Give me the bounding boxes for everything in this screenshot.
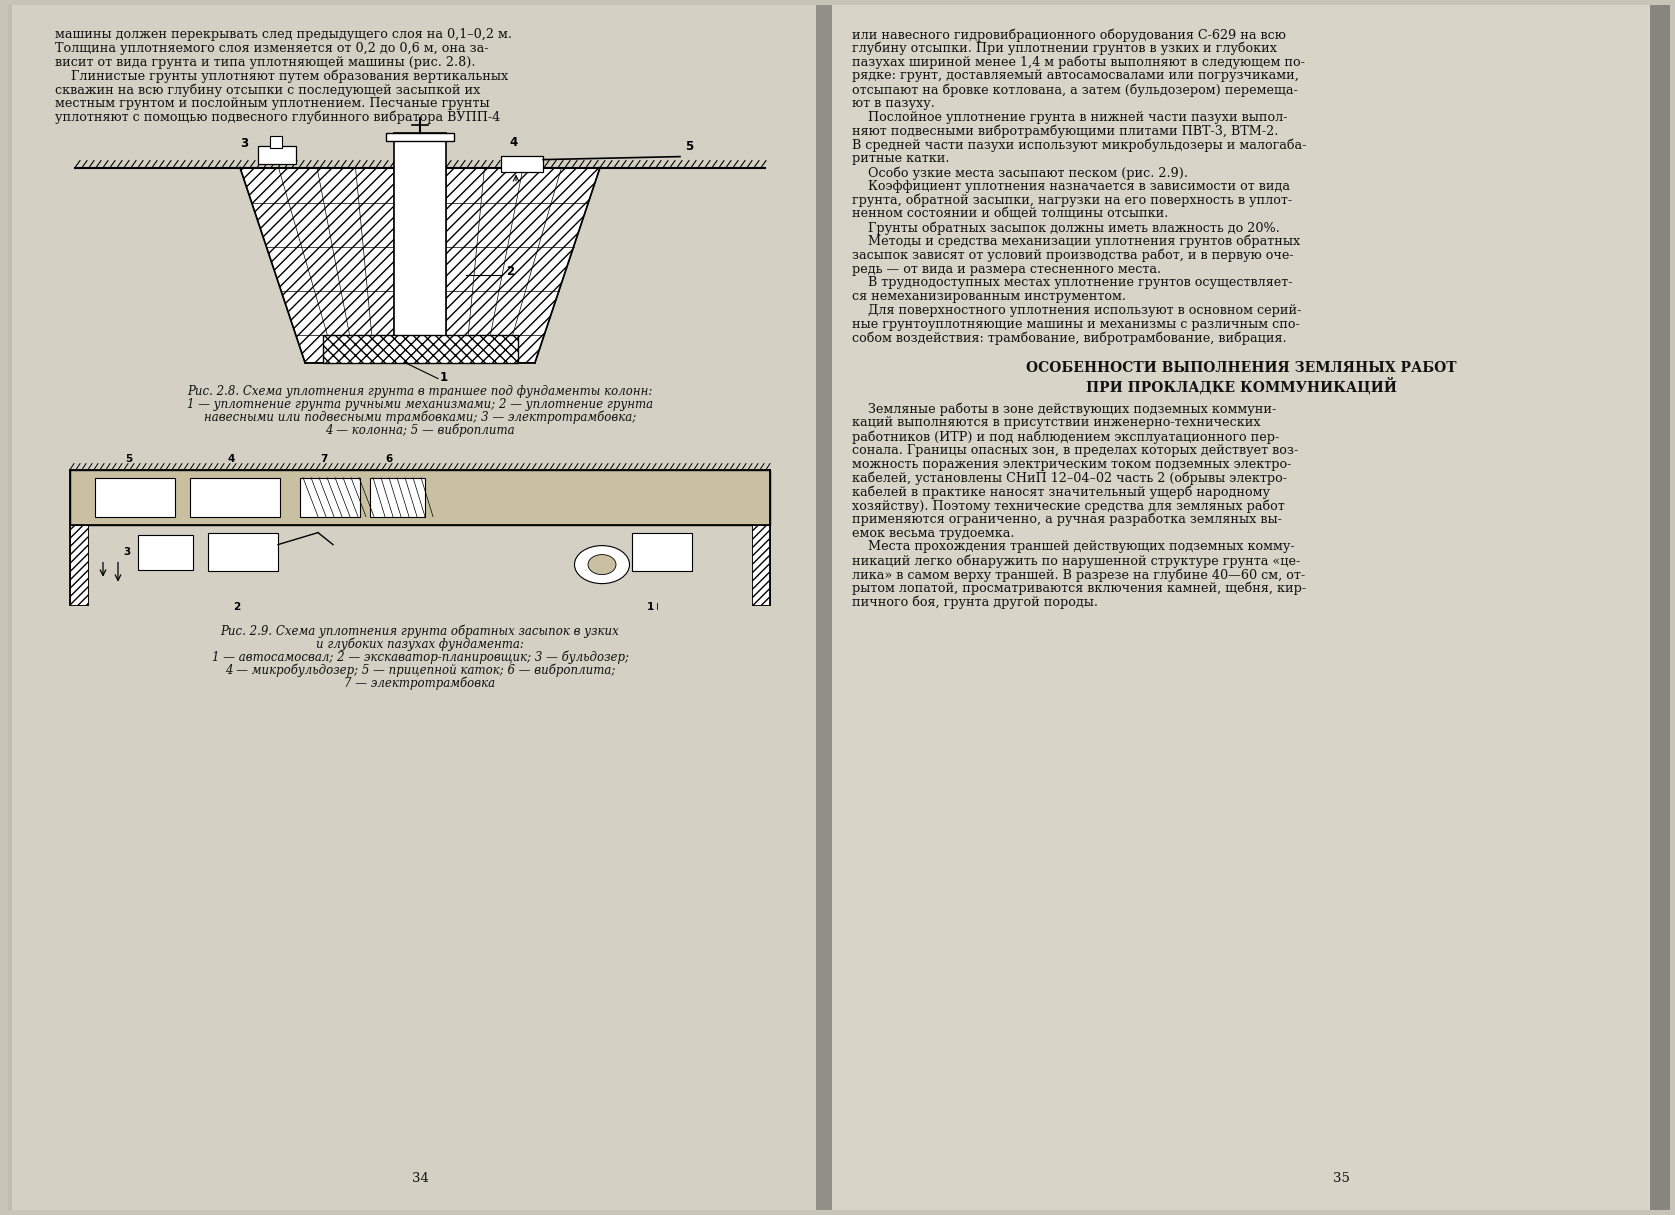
Text: 3: 3 [240,137,248,151]
Text: редь — от вида и размера стесненного места.: редь — от вида и размера стесненного мес… [853,262,1161,276]
Bar [300,477,360,516]
Text: лика» в самом верху траншей. В разрезе на глубине 40—60 см, от-: лика» в самом верху траншей. В разрезе н… [853,567,1305,582]
Text: 3: 3 [122,547,131,556]
Bar [1650,5,1670,1210]
Text: ненном состоянии и общей толщины отсыпки.: ненном состоянии и общей толщины отсыпки… [853,208,1169,220]
Bar [323,334,518,362]
Text: 1 — уплотнение грунта ручными механизмами; 2 — уплотнение грунта: 1 — уплотнение грунта ручными механизмам… [188,397,653,411]
Text: 1 — автосамосвал; 2 — экскаватор-планировщик; 3 — бульдозер;: 1 — автосамосвал; 2 — экскаватор-планиро… [211,650,628,665]
Bar [370,477,425,516]
Text: 4: 4 [228,453,235,464]
Text: уплотняют с помощью подвесного глубинного вибратора ВУПП-4: уплотняют с помощью подвесного глубинног… [55,111,501,124]
Text: 4 — микробульдозер; 5 — прицепной каток; 6 — виброплита;: 4 — микробульдозер; 5 — прицепной каток;… [224,663,615,677]
Text: 2: 2 [506,265,514,278]
Text: 4 — колонна; 5 — виброплита: 4 — колонна; 5 — виброплита [325,424,514,437]
Bar [8,5,816,1210]
Text: Для поверхностного уплотнения используют в основном серий-: Для поверхностного уплотнения используют… [853,304,1301,317]
Text: машины должен перекрывать след предыдущего слоя на 0,1–0,2 м.: машины должен перекрывать след предыдуще… [55,28,513,41]
Text: Глинистые грунты уплотняют путем образования вертикальных: Глинистые грунты уплотняют путем образов… [55,69,508,83]
Text: пазухах шириной менее 1,4 м работы выполняют в следующем по-: пазухах шириной менее 1,4 м работы выпол… [853,56,1305,69]
Text: 6: 6 [385,453,392,464]
Bar [189,477,280,516]
Bar [752,525,771,605]
Text: 5: 5 [126,453,132,464]
Text: Послойное уплотнение грунта в нижней части пазухи выпол-: Послойное уплотнение грунта в нижней час… [853,111,1288,124]
Text: глубину отсыпки. При уплотнении грунтов в узких и глубоких: глубину отсыпки. При уплотнении грунтов … [853,41,1276,56]
Ellipse shape [588,554,616,575]
Bar [208,532,278,571]
PathPatch shape [323,334,518,362]
Bar [501,156,543,171]
Text: кабелей, установлены СНиП 12–04–02 часть 2 (обрывы электро-: кабелей, установлены СНиП 12–04–02 часть… [853,471,1286,485]
Text: хозяйству). Поэтому технические средства для земляных работ: хозяйству). Поэтому технические средства… [853,499,1285,513]
Text: ОСОБЕННОСТИ ВЫПОЛНЕНИЯ ЗЕМЛЯНЫХ РАБОТ: ОСОБЕННОСТИ ВЫПОЛНЕНИЯ ЗЕМЛЯНЫХ РАБОТ [1025,361,1456,375]
Text: емок весьма трудоемка.: емок весьма трудоемка. [853,526,1015,539]
Text: 34: 34 [412,1172,429,1185]
Bar [258,146,296,164]
Text: Грунты обратных засыпок должны иметь влажность до 20%.: Грунты обратных засыпок должны иметь вла… [853,221,1280,234]
Text: ся немеханизированным инструментом.: ся немеханизированным инструментом. [853,290,1126,304]
Bar [12,5,816,1210]
Ellipse shape [575,546,630,583]
Text: 1: 1 [441,371,449,384]
Bar [95,477,174,516]
Text: грунта, обратной засыпки, нагрузки на его поверхность в уплот-: грунта, обратной засыпки, нагрузки на ег… [853,193,1291,207]
Text: Рис. 2.8. Схема уплотнения грунта в траншее под фундаменты колонн:: Рис. 2.8. Схема уплотнения грунта в тран… [188,385,653,397]
Bar [827,5,1658,1210]
Text: засыпок зависят от условий производства работ, и в первую оче-: засыпок зависят от условий производства … [853,249,1293,262]
Text: 7 — электротрамбовка: 7 — электротрамбовка [345,677,496,690]
Text: пичного боя, грунта другой породы.: пичного боя, грунта другой породы. [853,595,1099,609]
Text: рядке: грунт, доставляемый автосамосвалами или погрузчиками,: рядке: грунт, доставляемый автосамосвала… [853,69,1298,83]
Text: 1: 1 [647,601,655,611]
Text: собом воздействия: трамбование, вибротрамбование, вибрация.: собом воздействия: трамбование, вибротра… [853,332,1286,345]
Text: Земляные работы в зоне действующих подземных коммуни-: Земляные работы в зоне действующих подзе… [853,402,1276,416]
Text: навесными или подвесными трамбовками; 3 — электротрамбовка;: навесными или подвесными трамбовками; 3 … [204,411,636,424]
Text: Рис. 2.9. Схема уплотнения грунта обратных засыпок в узких: Рис. 2.9. Схема уплотнения грунта обратн… [221,625,620,638]
Bar [832,5,1657,1210]
PathPatch shape [446,168,600,362]
Bar [631,532,692,571]
Text: 4: 4 [509,136,518,148]
Text: каций выполняются в присутствии инженерно-технических: каций выполняются в присутствии инженерн… [853,417,1261,429]
Bar [70,525,89,605]
Text: Толщина уплотняемого слоя изменяется от 0,2 до 0,6 м, она за-: Толщина уплотняемого слоя изменяется от … [55,41,489,55]
Text: ПРИ ПРОКЛАДКЕ КОММУНИКАЦИЙ: ПРИ ПРОКЛАДКЕ КОММУНИКАЦИЙ [1085,377,1397,395]
Bar [394,132,446,362]
Text: кабелей в практике наносят значительный ущерб народному: кабелей в практике наносят значительный … [853,485,1270,498]
Text: местным грунтом и послойным уплотнением. Песчаные грунты: местным грунтом и послойным уплотнением.… [55,97,489,111]
Text: 7: 7 [320,453,327,464]
Text: Методы и средства механизации уплотнения грунтов обратных: Методы и средства механизации уплотнения… [853,234,1300,249]
Text: В труднодоступных местах уплотнение грунтов осуществляет-: В труднодоступных местах уплотнение грун… [853,276,1293,289]
Text: висит от вида грунта и типа уплотняющей машины (рис. 2.8).: висит от вида грунта и типа уплотняющей … [55,56,476,68]
Text: Места прохождения траншей действующих подземных комму-: Места прохождения траншей действующих по… [853,541,1295,553]
Text: скважин на всю глубину отсыпки с последующей засыпкой их: скважин на всю глубину отсыпки с последу… [55,83,481,97]
Text: рытом лопатой, просматриваются включения камней, щебня, кир-: рытом лопатой, просматриваются включения… [853,582,1306,595]
Bar [385,132,454,141]
Text: или навесного гидровибрационного оборудования С-629 на всю: или навесного гидровибрационного оборудо… [853,28,1286,41]
Text: ют в пазуху.: ют в пазуху. [853,97,935,111]
Text: 35: 35 [1333,1172,1350,1185]
Text: няют подвесными вибротрамбующими плитами ПВТ-3, ВТМ-2.: няют подвесными вибротрамбующими плитами… [853,125,1278,139]
Text: Коэффициент уплотнения назначается в зависимости от вида: Коэффициент уплотнения назначается в зав… [853,180,1290,193]
Text: отсыпают на бровке котлована, а затем (бульдозером) перемеща-: отсыпают на бровке котлована, а затем (б… [853,83,1298,97]
Bar [816,5,832,1210]
Text: ные грунтоуплотняющие машины и механизмы с различным спо-: ные грунтоуплотняющие машины и механизмы… [853,318,1300,330]
Text: Особо узкие места засыпают песком (рис. 2.9).: Особо узкие места засыпают песком (рис. … [853,166,1188,180]
Text: сонала. Границы опасных зон, в пределах которых действует воз-: сонала. Границы опасных зон, в пределах … [853,443,1298,457]
Text: В средней части пазухи используют микробульдозеры и малогаба-: В средней части пазухи используют микроб… [853,139,1306,152]
PathPatch shape [70,525,89,605]
Bar [137,535,193,570]
Text: и глубоких пазухах фундамента:: и глубоких пазухах фундамента: [317,638,524,651]
Text: никаций легко обнаружить по нарушенной структуре грунта «це-: никаций легко обнаружить по нарушенной с… [853,554,1300,567]
Text: работников (ИТР) и под наблюдением эксплуатационного пер-: работников (ИТР) и под наблюдением экспл… [853,430,1280,443]
Text: 2: 2 [233,601,240,611]
PathPatch shape [240,168,394,362]
Text: можность поражения электрическим током подземных электро-: можность поражения электрическим током п… [853,458,1291,470]
Text: 5: 5 [685,140,693,153]
Text: ритные катки.: ритные катки. [853,152,950,165]
PathPatch shape [752,525,771,605]
Text: применяются ограниченно, а ручная разработка земляных вы-: применяются ограниченно, а ручная разраб… [853,513,1281,526]
Bar [270,136,281,147]
Bar [70,470,771,525]
